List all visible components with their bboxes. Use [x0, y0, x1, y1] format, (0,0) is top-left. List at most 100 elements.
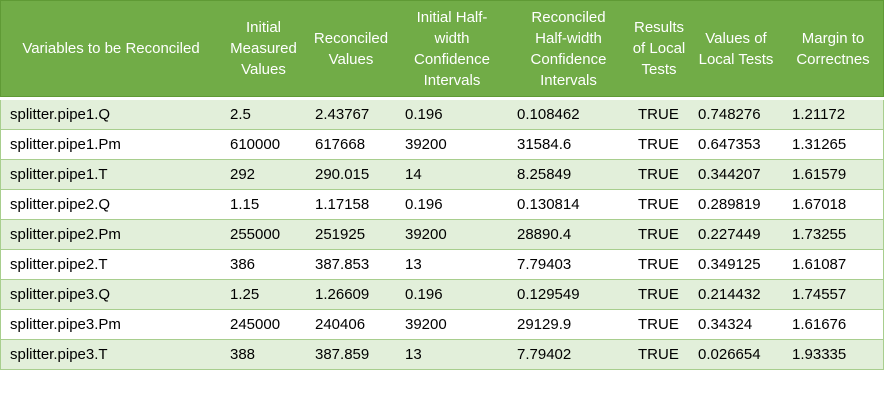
table-cell[interactable]: TRUE [638, 166, 679, 183]
table-row: splitter.pipe1.Pm 610000 617668 39200 31584.… [1, 130, 883, 160]
table-cell[interactable]: 13 [405, 346, 422, 363]
table-cell[interactable]: 28890.4 [517, 226, 572, 243]
variable-name-cell[interactable]: splitter.pipe2.Pm [10, 226, 121, 243]
table-row: splitter.pipe1.Q 2.5 2.43767 0.196 0.108462 T… [1, 100, 883, 130]
table-row: splitter.pipe3.T 388 387.859 13 7.79402 TRUE 0… [1, 340, 883, 370]
table-cell[interactable]: 292 [230, 166, 256, 183]
table-row: splitter.pipe2.T 386 387.853 13 7.79403 TRUE 0… [1, 250, 883, 280]
column-header-label: Values of Local Tests [698, 29, 774, 68]
table-cell[interactable]: TRUE [638, 106, 679, 123]
table-row: splitter.pipe1.T 292 290.015 14 8.25849 TRUE 0… [1, 160, 883, 190]
table-cell[interactable]: 0.214432 [698, 286, 761, 303]
table-cell[interactable]: 8.25849 [517, 166, 572, 183]
table-cell[interactable]: 0.196 [405, 196, 443, 213]
table-cell[interactable]: TRUE [638, 196, 679, 213]
table-cell[interactable]: 2.5 [230, 106, 251, 123]
table-cell[interactable]: 7.79403 [517, 256, 572, 273]
table-cell[interactable]: 1.61579 [792, 166, 847, 183]
table-cell[interactable]: 0.108462 [517, 106, 580, 123]
variable-name-cell[interactable]: splitter.pipe1.Pm [10, 136, 121, 153]
table-cell[interactable]: 29129.9 [517, 316, 572, 333]
table-body: splitter.pipe1.Q 2.5 2.43767 0.196 0.108462 T… [0, 100, 884, 370]
table-row: splitter.pipe2.Pm 255000 251925 39200 28890.… [1, 220, 883, 250]
table-cell[interactable]: 1.25 [230, 286, 260, 303]
table-cell[interactable]: 14 [405, 166, 422, 183]
table-cell[interactable]: 0.289819 [698, 196, 761, 213]
table-cell[interactable]: 1.21172 [792, 106, 846, 123]
table-row: splitter.pipe3.Q 1.25 1.26609 0.196 0.129549… [1, 280, 883, 310]
column-header-3[interactable]: Reconciled Values [306, 1, 396, 96]
table-cell[interactable]: TRUE [638, 136, 679, 153]
table-row: splitter.pipe2.Q 1.15 1.17158 0.196 0.130814… [1, 190, 883, 220]
table-row: splitter.pipe3.Pm 245000 240406 39200 29129.… [1, 310, 883, 340]
column-header-label: Initial Half-width Confidence Intervals [414, 8, 490, 89]
column-header-label: Reconciled Values [313, 29, 389, 68]
table-cell[interactable]: 0.647353 [698, 136, 761, 153]
table-cell[interactable]: 0.026654 [698, 346, 761, 363]
table-cell[interactable]: TRUE [638, 316, 679, 333]
table-cell[interactable]: 0.344207 [698, 166, 761, 183]
table-cell[interactable]: TRUE [638, 226, 679, 243]
table-cell[interactable]: 245000 [230, 316, 281, 333]
table-cell[interactable]: TRUE [638, 256, 679, 273]
table-cell[interactable]: 2.43767 [315, 106, 370, 123]
table-cell[interactable]: 251925 [315, 226, 366, 243]
column-header-1[interactable]: Variables to be Reconciled [1, 1, 221, 96]
table-cell[interactable]: 0.196 [405, 286, 443, 303]
table-cell[interactable]: 388 [230, 346, 256, 363]
table-cell[interactable]: 0.196 [405, 106, 443, 123]
variable-name-cell[interactable]: splitter.pipe3.Q [10, 286, 111, 303]
variable-name-cell[interactable]: splitter.pipe2.T [10, 256, 108, 273]
table-cell[interactable]: 290.015 [315, 166, 370, 183]
table-cell[interactable]: 0.34324 [698, 316, 753, 333]
column-header-label: Results of Local Tests [632, 19, 686, 78]
column-header-4[interactable]: Initial Half-width Confidence Intervals [396, 1, 508, 96]
table-cell[interactable]: 7.79402 [517, 346, 572, 363]
table-cell[interactable]: 1.17158 [315, 196, 370, 213]
column-header-5[interactable]: Reconciled Half-width Confidence Interva… [508, 1, 629, 96]
table-cell[interactable]: 0.129549 [517, 286, 580, 303]
table-cell[interactable]: 13 [405, 256, 422, 273]
table-cell[interactable]: 1.61087 [792, 256, 847, 273]
column-header-label: Initial Measured Values [230, 19, 297, 78]
table-cell[interactable]: 0.748276 [698, 106, 761, 123]
variable-name-cell[interactable]: splitter.pipe3.Pm [10, 316, 121, 333]
table-cell[interactable]: TRUE [638, 346, 679, 363]
table-cell[interactable]: 39200 [405, 226, 447, 243]
variable-name-cell[interactable]: splitter.pipe2.Q [10, 196, 111, 213]
table-cell[interactable]: 387.853 [315, 256, 370, 273]
table-cell[interactable]: 1.15 [230, 196, 260, 213]
table-cell[interactable]: 610000 [230, 136, 281, 153]
table-cell[interactable]: 1.93335 [792, 346, 847, 363]
table-cell[interactable]: 387.859 [315, 346, 370, 363]
table-cell[interactable]: 386 [230, 256, 256, 273]
table-cell[interactable]: TRUE [638, 286, 679, 303]
column-header-label: Variables to be Reconciled [22, 40, 200, 57]
header-body-divider [0, 97, 884, 100]
column-header-8[interactable]: Margin to Correctnes [783, 1, 883, 96]
column-header-7[interactable]: Values of Local Tests [689, 1, 783, 96]
table-cell[interactable]: 1.74557 [792, 286, 847, 303]
table-header-row: Variables to be Reconciled Initial Measur… [0, 0, 884, 97]
table-cell[interactable]: 0.227449 [698, 226, 761, 243]
table-cell[interactable]: 1.31265 [792, 136, 847, 153]
column-header-label: Margin to Correctnes [796, 29, 870, 68]
column-header-2[interactable]: Initial Measured Values [221, 1, 306, 96]
reconciliation-results-table: Variables to be Reconciled Initial Measur… [0, 0, 884, 370]
table-cell[interactable]: 1.61676 [792, 316, 847, 333]
table-cell[interactable]: 617668 [315, 136, 366, 153]
table-cell[interactable]: 0.349125 [698, 256, 761, 273]
column-header-6[interactable]: Results of Local Tests [629, 1, 689, 96]
variable-name-cell[interactable]: splitter.pipe1.Q [10, 106, 111, 123]
table-cell[interactable]: 39200 [405, 136, 447, 153]
table-cell[interactable]: 1.26609 [315, 286, 370, 303]
table-cell[interactable]: 1.67018 [792, 196, 847, 213]
variable-name-cell[interactable]: splitter.pipe1.T [10, 166, 108, 183]
table-cell[interactable]: 240406 [315, 316, 366, 333]
table-cell[interactable]: 255000 [230, 226, 281, 243]
table-cell[interactable]: 39200 [405, 316, 447, 333]
variable-name-cell[interactable]: splitter.pipe3.T [10, 346, 108, 363]
table-cell[interactable]: 1.73255 [792, 226, 847, 243]
table-cell[interactable]: 0.130814 [517, 196, 580, 213]
table-cell[interactable]: 31584.6 [517, 136, 572, 153]
